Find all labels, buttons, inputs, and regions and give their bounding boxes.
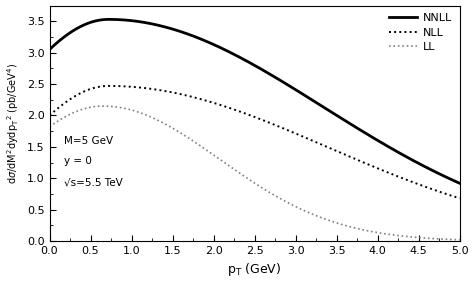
Y-axis label: d$\sigma$/dM$^2$dydp$_\mathrm{T}$$^2$ (pb/GeV$^4$): d$\sigma$/dM$^2$dydp$_\mathrm{T}$$^2$ (p… — [6, 63, 21, 184]
Text: √s=5.5 TeV: √s=5.5 TeV — [64, 177, 123, 187]
X-axis label: p$_\mathrm{T}$ (GeV): p$_\mathrm{T}$ (GeV) — [228, 262, 282, 278]
Text: M=5 GeV: M=5 GeV — [64, 136, 113, 146]
Text: y = 0: y = 0 — [64, 156, 92, 166]
Legend: NNLL, NLL, LL: NNLL, NLL, LL — [387, 11, 454, 55]
